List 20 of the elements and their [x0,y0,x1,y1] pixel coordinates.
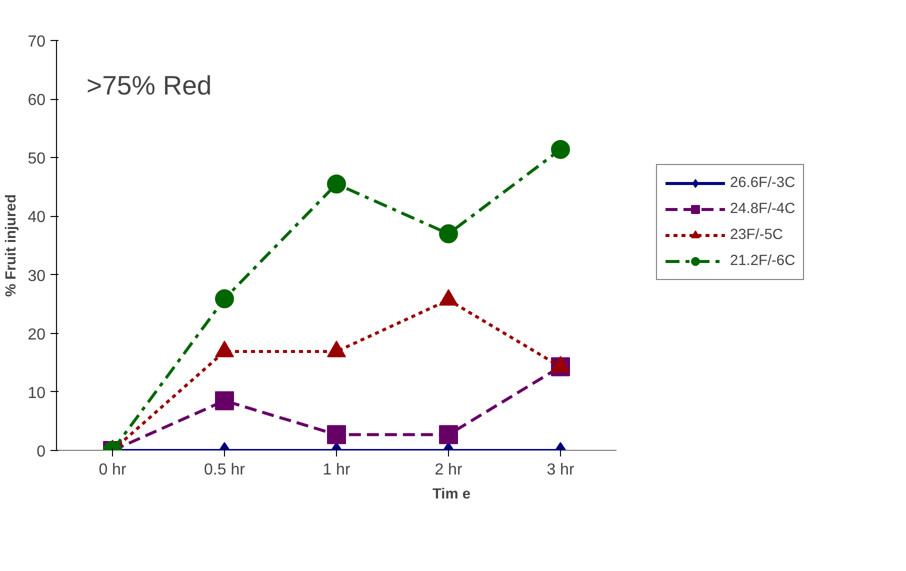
legend-label: 24.8F/-4C [730,201,796,217]
y-tick-label: 40 [28,209,46,226]
y-tick-label: 50 [28,150,46,168]
legend-label: 21.2F/-6C [730,253,796,269]
y-tick-label: 30 [28,268,46,285]
y-tick-label: 70 [28,34,46,50]
y-tick-label: 20 [28,326,46,344]
legend-label: 23F/-5C [730,227,783,243]
x-axis-title: Tim e [432,486,471,502]
x-tick-label: 3 hr [546,462,575,478]
legend-label: 26.6F/-3C [730,175,796,191]
y-tick-label: 60 [28,92,46,110]
x-tick-label: 0.5 hr [204,462,246,478]
x-tick-label: 0 hr [98,462,127,478]
annotation: >75% Red [86,70,212,100]
x-tick-label: 2 hr [434,462,463,478]
x-tick-label: 1 hr [322,462,351,478]
y-axis-title: % Fruit injured [4,194,20,297]
y-tick-label: 10 [28,384,46,402]
y-tick-label: 0 [36,444,46,460]
